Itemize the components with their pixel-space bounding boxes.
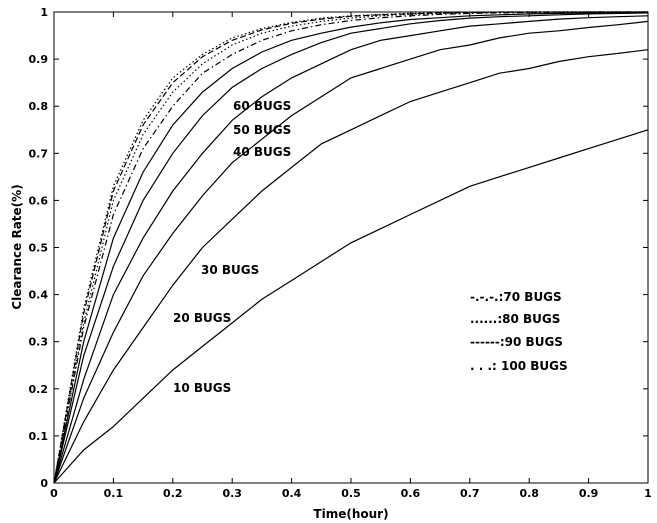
legend-entry: ------:90 BUGS [470, 335, 563, 349]
x-tick-label: 0.9 [579, 487, 599, 500]
x-tick-label: 0.5 [341, 487, 361, 500]
legend-entry: ......:80 BUGS [470, 312, 560, 326]
plot-frame [53, 11, 649, 484]
x-tick-label: 0.4 [282, 487, 302, 500]
x-axis-label: Time(hour) [313, 507, 388, 521]
series-line-30-bugs [53, 20, 649, 484]
x-tick-label: 0 [50, 487, 58, 500]
series-annotation: 60 BUGS [233, 99, 291, 113]
series-annotation: 20 BUGS [173, 311, 231, 325]
series-annotation: 30 BUGS [201, 263, 259, 277]
series-line-60-bugs [53, 11, 649, 484]
y-tick-label: 1 [40, 6, 48, 19]
y-tick-label: 0.9 [29, 53, 49, 66]
series-line-50-bugs [53, 12, 649, 484]
series-line-40-bugs [53, 15, 649, 484]
x-tick-label: 1 [644, 487, 652, 500]
y-tick-label: 0.1 [29, 430, 49, 443]
x-tick-label: 0.8 [519, 487, 539, 500]
x-tick-label: 0.2 [163, 487, 183, 500]
series-annotation: 50 BUGS [233, 123, 291, 137]
tick-layer: 0 0.1 0.2 0.3 0.4 0.5 0.6 0.7 0.8 0.9 1 0 0.1 0.2 0.3 0… [29, 6, 652, 500]
x-tick-label: 0.3 [222, 487, 242, 500]
x-tick-label: 0.1 [104, 487, 124, 500]
y-tick-label: 0.5 [29, 242, 49, 255]
y-tick-label: 0.6 [29, 194, 49, 207]
x-tick-label: 0.6 [401, 487, 421, 500]
y-axis-label: Clearance Rate(%) [10, 184, 24, 309]
series-annotation: 10 BUGS [173, 381, 231, 395]
series-line-20-bugs [53, 49, 649, 484]
y-tick-label: 0.7 [29, 147, 49, 160]
y-tick-label: 0.2 [29, 383, 49, 396]
legend-entry: . . .: 100 BUGS [470, 359, 568, 373]
legend-entry: -.-.-.:70 BUGS [470, 290, 562, 304]
y-tick-label: 0.4 [29, 289, 49, 302]
y-tick-label: 0.3 [29, 336, 49, 349]
y-tick-label: 0.8 [29, 100, 49, 113]
annotation-layer: 10 BUGS 20 BUGS 30 BUGS 40 BUGS 50 BUGS 60 BU… [173, 99, 291, 395]
series-line-10-bugs [53, 129, 649, 484]
y-tick-label: 0 [40, 477, 48, 490]
series-annotation: 40 BUGS [233, 145, 291, 159]
x-tick-label: 0.7 [460, 487, 480, 500]
legend: -.-.-.:70 BUGS ......:80 BUGS ------:90 BU… [470, 290, 568, 373]
